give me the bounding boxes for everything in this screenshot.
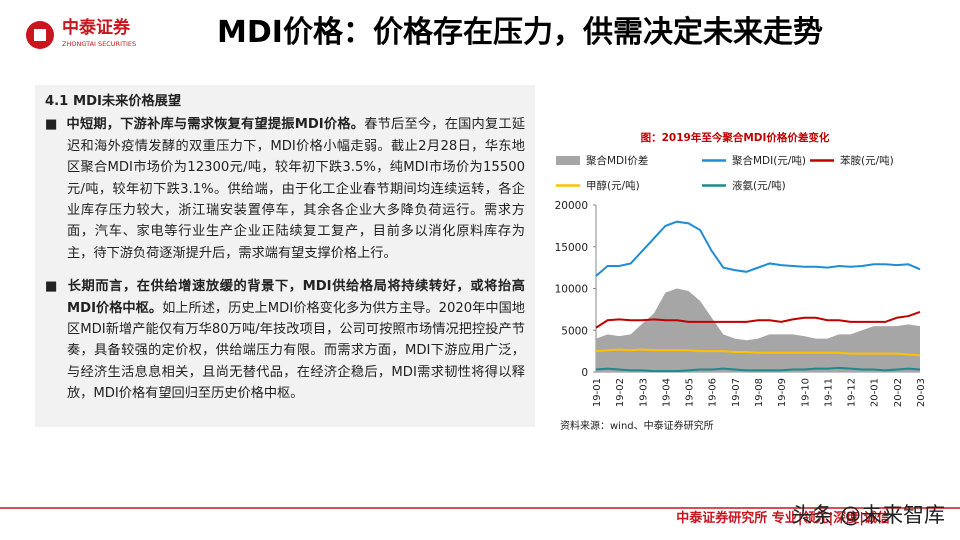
y-tick-label: 5000 [561, 325, 588, 337]
legend-label: 聚合MDI价差 [586, 154, 648, 167]
chart-source: 资料来源：wind、中泰证券研究所 [560, 419, 714, 432]
line [595, 310, 921, 329]
x-tick-label: 20-01 [870, 378, 881, 407]
area [596, 288, 920, 372]
bullet-text: 如上所述，历史上MDI价格变化多为供方主导。2020年中国地区MDI新增产能仅有… [67, 300, 525, 402]
bullet-bold: 长期而言，在供给增速放缓的背景下，MDI供给格局将持续转好，或将抬高MDI价格中… [67, 279, 525, 316]
x-tick-label: 19-03 [638, 378, 649, 407]
bullet: ■ 长期而言，在供给增速放缓的背景下，MDI供给格局将持续转好，或将抬高MDI价… [45, 279, 525, 402]
x-tick-label: 19-02 [615, 378, 626, 407]
legend-label: 苯胺(元/吨) [840, 154, 894, 167]
y-tick-label: 20000 [555, 200, 588, 212]
chart-title: 图：2019年至今聚合MDI价格价差变化 [641, 131, 830, 144]
x-tick-label: 19-06 [708, 378, 719, 407]
y-tick-label: 15000 [555, 242, 588, 254]
logo-cn: 中泰证券 [62, 17, 131, 38]
x-tick-label: 19-11 [823, 378, 834, 407]
x-tick-label: 19-05 [685, 378, 696, 407]
slide-title: MDI价格：价格存在压力，供需决定未来走势 [217, 15, 823, 50]
line [595, 366, 921, 373]
x-tick-label: 20-02 [893, 378, 904, 407]
text-box: 4.1 MDI未来价格展望 ■ 中短期，下游补库与需求恢复有望提振MDI价格。春… [35, 85, 535, 427]
legend-label: 甲醇(元/吨) [586, 179, 640, 192]
bullet-text: 春节后至今，在国内复工延迟和海外疫情发酵的双重压力下，MDI价格小幅走弱。截止2… [67, 117, 526, 261]
legend-label: 液氨(元/吨) [732, 179, 786, 192]
x-tick-label: 20-03 [916, 378, 927, 407]
bullet: ■ 中短期，下游补库与需求恢复有望提振MDI价格。春节后至今，在国内复工延迟和海… [45, 117, 526, 261]
logo-en: ZHONGTAI SECURITIES [62, 40, 136, 48]
line [595, 348, 921, 357]
x-tick-label: 19-08 [754, 378, 765, 407]
line [595, 220, 921, 277]
x-tick-label: 19-04 [661, 378, 672, 407]
legend-swatch [556, 156, 580, 165]
x-tick-label: 19-01 [592, 378, 603, 407]
watermark: 头条 @未来智库 [791, 503, 945, 527]
y-tick-label: 0 [581, 367, 588, 379]
x-tick-label: 19-12 [847, 378, 858, 407]
legend-label: 聚合MDI(元/吨) [732, 154, 806, 167]
logo-icon-inner [34, 29, 46, 41]
x-tick-label: 19-10 [800, 378, 811, 407]
x-tick-label: 19-09 [777, 378, 788, 407]
footer-text: 中泰证券研究所 专业|领先|深度|诚信 [676, 510, 890, 526]
section-heading: 4.1 MDI未来价格展望 [45, 94, 182, 109]
bullet-bold: 中短期，下游补库与需求恢复有望提振MDI价格。 [66, 117, 365, 133]
y-tick-label: 10000 [555, 284, 588, 296]
x-tick-label: 19-07 [731, 378, 742, 407]
